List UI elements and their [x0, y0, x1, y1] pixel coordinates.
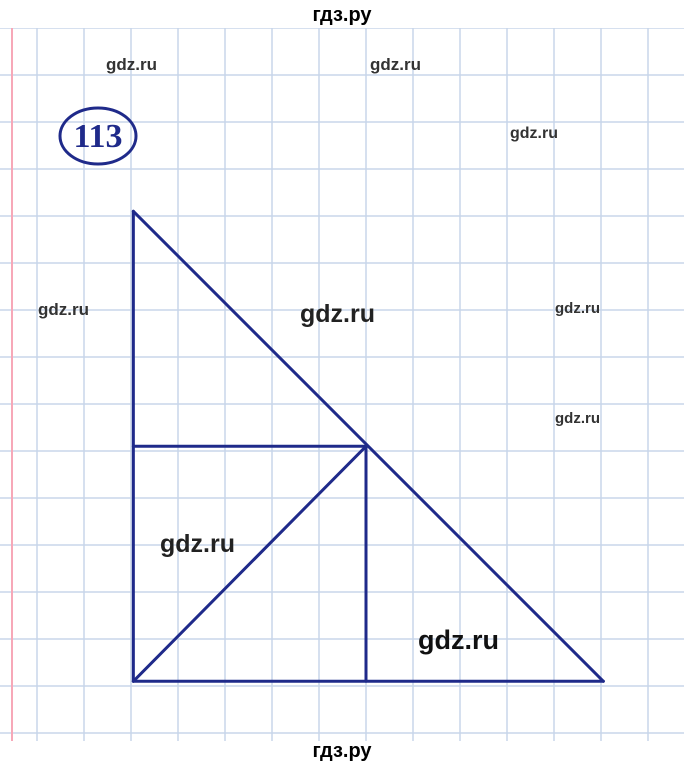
notebook-svg: 113 [0, 28, 684, 741]
watermark: gdz.ru [418, 625, 499, 656]
triangle-diagram [133, 211, 603, 681]
inner-diagonal [133, 446, 366, 681]
page-root: гдз.ру 113 gdz.ru gdz.ru gdz.ru gdz.ru gdz.r… [0, 0, 684, 769]
problem-number-text: 113 [73, 118, 122, 155]
watermark: gdz.ru [38, 300, 89, 320]
watermark: gdz.ru [106, 55, 157, 75]
watermark: gdz.ru [300, 300, 375, 329]
watermark: gdz.ru [510, 125, 558, 143]
watermark: gdz.ru [555, 410, 600, 427]
page-title: гдз.ру [0, 4, 684, 27]
problem-number-circle: 113 [60, 108, 136, 164]
watermark: gdz.ru [370, 55, 421, 75]
watermark: gdz.ru [555, 300, 600, 317]
watermark: gdz.ru [160, 530, 235, 559]
page-footer: гдз.ру [0, 740, 684, 763]
